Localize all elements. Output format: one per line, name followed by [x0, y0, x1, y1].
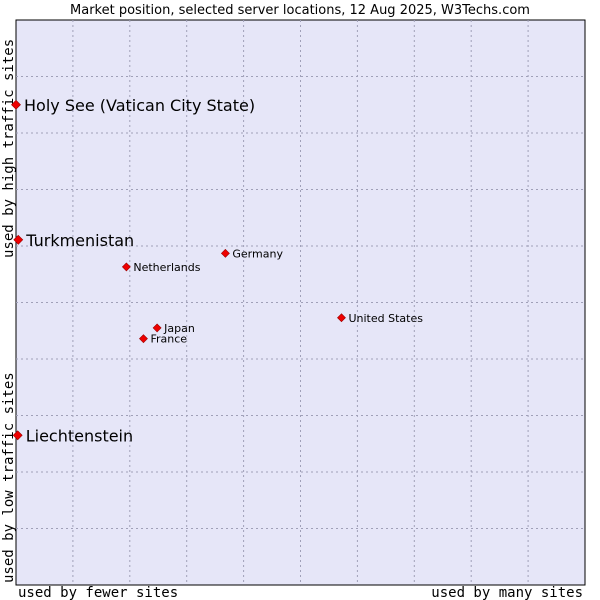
point-marker-turkmenistan — [13, 234, 24, 245]
point-label-united-states: United States — [348, 312, 423, 325]
point-label-germany: Germany — [232, 247, 283, 260]
x-axis-label-high: used by many sites — [431, 585, 583, 600]
chart-title: Market position, selected server locatio… — [70, 3, 530, 18]
point-label-holy-see-vatican-city-state: Holy See (Vatican City State) — [24, 96, 255, 115]
data-points: Holy See (Vatican City State) Turkmenista… — [11, 96, 423, 445]
point-marker-france — [139, 334, 148, 344]
point-marker-netherlands — [121, 262, 131, 272]
point-label-netherlands: Netherlands — [133, 261, 200, 274]
point-marker-germany — [220, 248, 230, 258]
y-axis-label-low: used by low traffic sites — [1, 372, 17, 583]
point-marker-japan — [152, 323, 162, 333]
x-axis-label-low: used by fewer sites — [18, 585, 178, 600]
y-axis-label-high: used by high traffic sites — [1, 39, 17, 258]
point-marker-liechtenstein — [12, 430, 23, 441]
point-label-turkmenistan: Turkmenistan — [25, 231, 134, 250]
point-marker-united-states — [337, 313, 346, 323]
point-label-japan: Japan — [163, 322, 195, 335]
grid-lines — [16, 20, 585, 585]
point-marker-holy-see-vatican-city-state — [11, 99, 21, 110]
point-label-france: France — [150, 333, 187, 346]
point-label-liechtenstein: Liechtenstein — [26, 426, 133, 445]
